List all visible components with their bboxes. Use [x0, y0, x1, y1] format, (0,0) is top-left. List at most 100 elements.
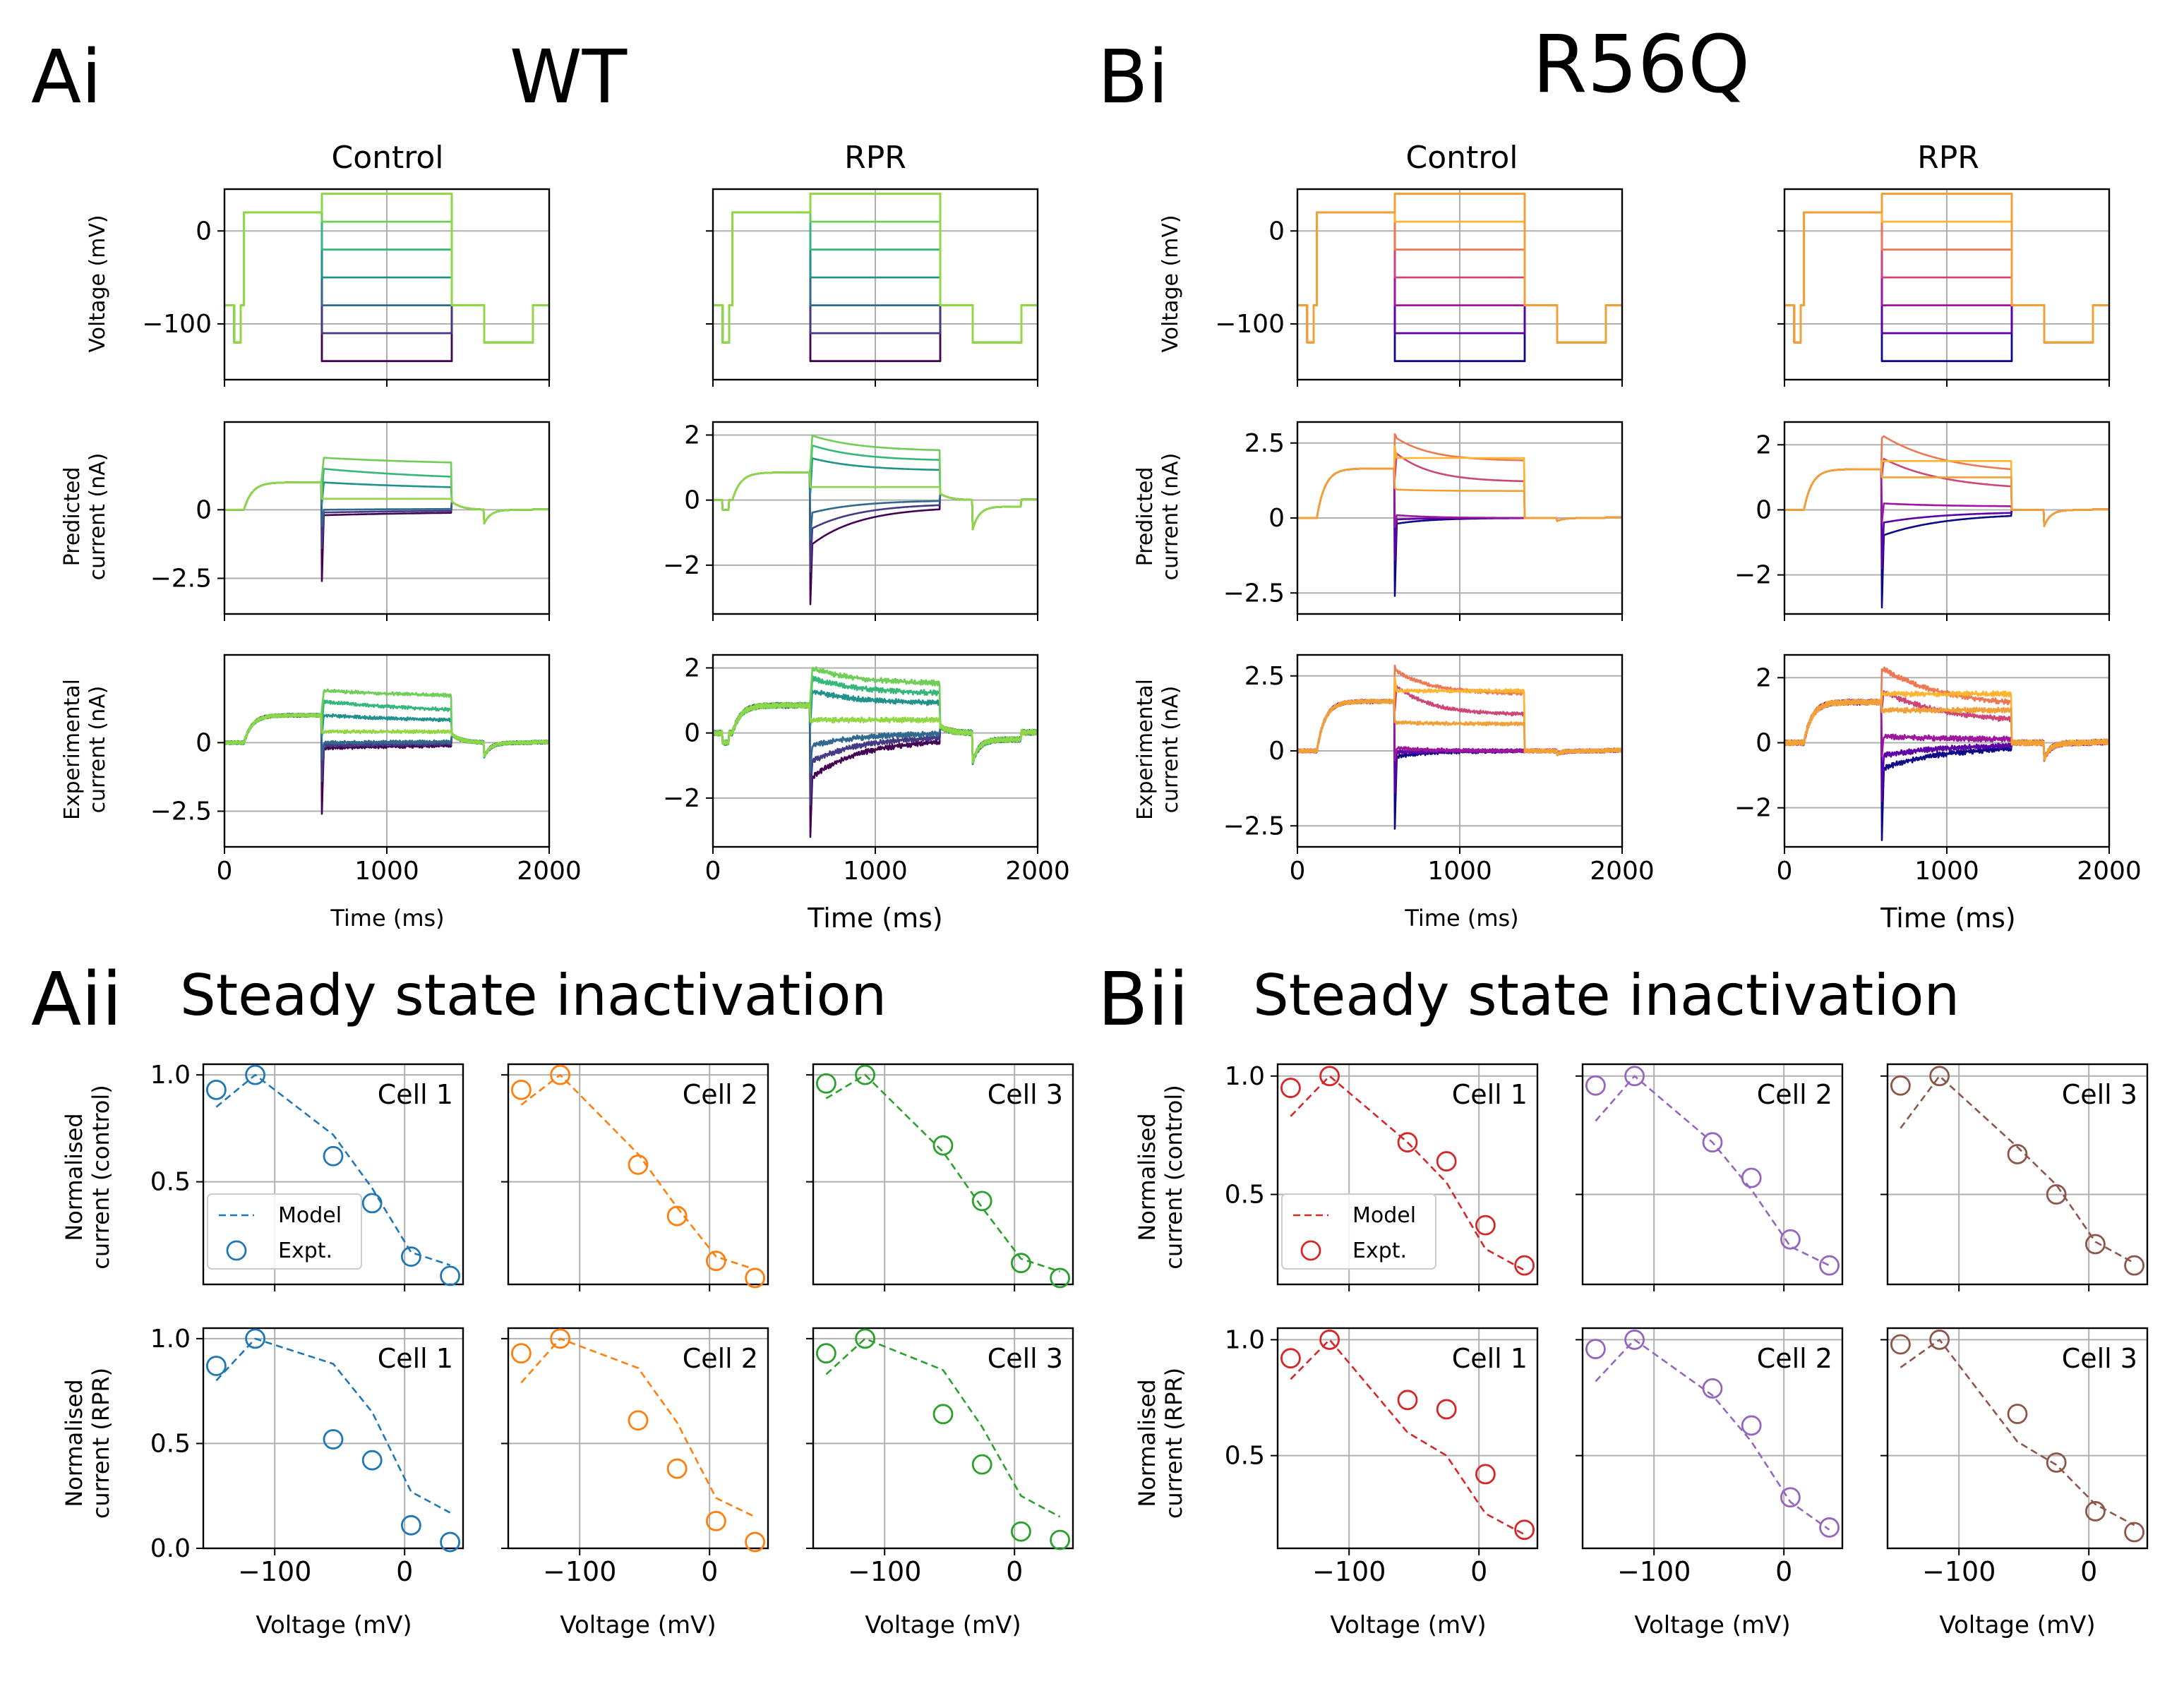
- panel-label-aii: Aii: [31, 956, 122, 1042]
- axes-frame: [812, 1327, 1074, 1550]
- y-tick-label: −100: [1215, 310, 1285, 339]
- cell-label: Cell 2: [1757, 1079, 1832, 1110]
- pred-panel-wt-control: 0 −2.5: [150, 421, 551, 621]
- expt-marker: [2124, 1522, 2145, 1543]
- x-tick-label: 1000: [1914, 857, 1979, 886]
- expt-marker: [816, 1073, 836, 1094]
- cell-label: Cell 3: [988, 1343, 1063, 1374]
- voltage-panel-wt-rpr: [706, 188, 1039, 387]
- xlabel-ssi-r56q-2: Voltage (mV): [1634, 1611, 1790, 1639]
- expt-marker: [745, 1531, 765, 1553]
- panel-label-bi: Bi: [1098, 34, 1168, 120]
- expt-marker: [245, 1064, 266, 1085]
- plot-area: [825, 1337, 1061, 1518]
- model-line: [520, 1073, 756, 1271]
- expt-marker: [401, 1514, 421, 1536]
- cell-label: Cell 1: [378, 1343, 453, 1374]
- ylabel-norm-rpr-wt-2: current (RPR): [88, 1368, 114, 1519]
- expt-marker: [706, 1251, 726, 1272]
- ylabel-voltage-wt: Voltage (mV): [85, 215, 110, 352]
- voltage-trace-top: [1297, 193, 1622, 344]
- expt-marker: [1890, 1075, 1911, 1096]
- ssi-wt-control-3: Cell 3: [806, 1063, 1074, 1291]
- ssi-r56q-rpr-3: −100 0 Cell 3: [1880, 1327, 2149, 1587]
- current-trace: [713, 701, 1038, 764]
- legend-expt-swatch: [226, 1240, 247, 1261]
- expt-marker: [401, 1246, 421, 1267]
- expt-marker: [323, 1145, 344, 1167]
- expt-marker: [1780, 1487, 1801, 1508]
- y-tick-label: −2: [663, 784, 700, 813]
- expt-marker: [855, 1064, 875, 1085]
- y-tick-label: 0: [1756, 728, 1772, 757]
- expt-marker: [1890, 1334, 1911, 1355]
- x-tick-label: 0: [701, 1556, 718, 1587]
- col-title-r56q-control: Control: [1405, 140, 1518, 176]
- expt-marker: [971, 1191, 992, 1212]
- ssi-r56q-rpr-1: −100 0 1.0 0.5 Cell 1: [1225, 1325, 1539, 1587]
- ylabel-norm-control-wt-2: current (control): [88, 1085, 114, 1270]
- legend: Model Expt.: [1281, 1193, 1436, 1270]
- cell-label: Cell 2: [683, 1079, 758, 1110]
- plot-area: [1297, 193, 1622, 363]
- y-tick-label: 0: [1756, 495, 1772, 524]
- expt-marker: [511, 1079, 532, 1100]
- current-trace: [713, 471, 1038, 531]
- x-tick-label: 2000: [1590, 857, 1655, 886]
- legend: Model Expt.: [207, 1193, 362, 1270]
- panel-label-bii: Bii: [1098, 956, 1189, 1042]
- expt-marker: [1475, 1464, 1496, 1485]
- panels-layer: 0−1000−1000−2.520−22.50−2.520−20 1000 2000…: [142, 188, 2149, 1587]
- ylabel-norm-rpr-wt-1: Normalised: [61, 1379, 88, 1507]
- ssi-r56q-control-2: Cell 2: [1576, 1063, 1844, 1291]
- expt-marker: [1050, 1529, 1070, 1550]
- x-tick-label: −100: [238, 1556, 311, 1587]
- expt-marker: [2046, 1452, 2067, 1473]
- expt-marker: [1011, 1521, 1031, 1542]
- expt-marker: [971, 1454, 992, 1475]
- plot-area: [713, 435, 1038, 605]
- x-tick-label: −100: [1312, 1556, 1386, 1587]
- x-tick-label: 2000: [2077, 857, 2142, 886]
- expt-marker: [1436, 1399, 1457, 1420]
- x-tick-label: −100: [1617, 1556, 1691, 1587]
- expt-marker: [1741, 1167, 1762, 1188]
- y-tick-label: −2.5: [1223, 579, 1285, 608]
- panel-label-ai: Ai: [31, 34, 102, 120]
- xlabel-ssi-r56q-3: Voltage (mV): [1939, 1611, 2095, 1639]
- expt-marker: [440, 1531, 460, 1553]
- current-trace: [1784, 468, 2109, 527]
- x-tick-label: 0: [1777, 857, 1793, 886]
- x-tick-label: 0: [1775, 1556, 1792, 1587]
- x-tick-label: 0: [396, 1556, 413, 1587]
- axes-frame: [202, 1327, 464, 1550]
- expt-marker: [1436, 1151, 1457, 1171]
- ssi-wt-control-2: Cell 2: [501, 1063, 769, 1291]
- xlabel-time-wt-rpr: Time (ms): [807, 903, 943, 934]
- expt-marker: [1624, 1066, 1645, 1087]
- y-tick-label: −100: [142, 310, 212, 339]
- ylabel-norm-control-wt-1: Normalised: [61, 1113, 88, 1241]
- expt-marker: [1624, 1330, 1645, 1350]
- expt-marker: [816, 1343, 836, 1364]
- expt-marker: [2084, 1234, 2106, 1255]
- legend-expt-swatch: [1300, 1240, 1321, 1261]
- x-tick-label: 0: [1470, 1556, 1487, 1587]
- expt-marker: [245, 1328, 266, 1349]
- xlabel-ssi-r56q-1: Voltage (mV): [1330, 1611, 1486, 1639]
- current-trace: [1297, 699, 1622, 755]
- ylabel-experimental-wt-2: current (nA): [85, 686, 110, 814]
- plot-area: [1900, 1075, 2135, 1264]
- expt-marker: [628, 1410, 649, 1431]
- cell-label: Cell 3: [2062, 1343, 2137, 1374]
- y-tick-label: 0: [684, 719, 700, 748]
- x-tick-label: −100: [1922, 1556, 1996, 1587]
- current-trace: [224, 481, 549, 525]
- pred-panel-r56q-control: 2.5 0 −2.5: [1223, 421, 1624, 621]
- y-tick-label: 0.5: [150, 1168, 191, 1197]
- legend-model-label: Model: [1352, 1203, 1416, 1228]
- ssi-wt-control-1: 1.0 0.5 Cell 1 Model Expt.: [150, 1061, 464, 1291]
- expt-marker: [511, 1343, 532, 1364]
- cell-label: Cell 2: [1757, 1343, 1832, 1374]
